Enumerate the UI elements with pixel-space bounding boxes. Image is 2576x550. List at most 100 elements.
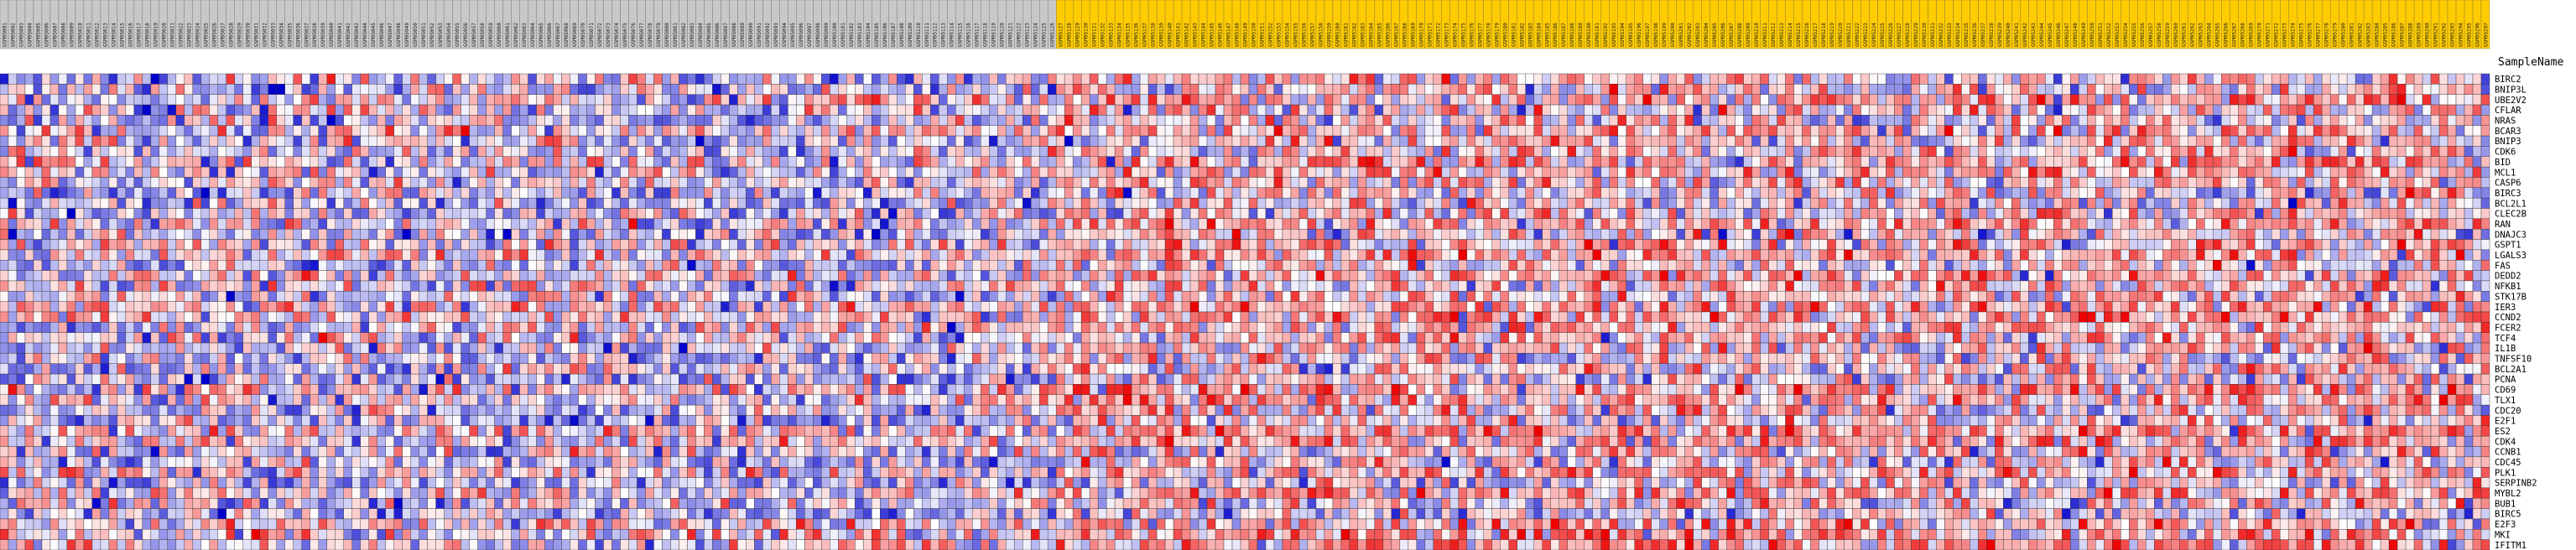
- heatmap-cell: [361, 74, 369, 84]
- heatmap-cell: [1098, 157, 1106, 167]
- heatmap-cell: [1434, 177, 1442, 187]
- column-label: GSM95059: [488, 23, 494, 47]
- heatmap-cell: [872, 115, 880, 125]
- column-label: GSM95242: [2022, 23, 2028, 47]
- heatmap-cell: [1593, 84, 1601, 94]
- heatmap-cell: [1526, 177, 1534, 187]
- heatmap-cell: [612, 105, 621, 115]
- heatmap-cell: [2079, 167, 2087, 177]
- heatmap-cell: [67, 177, 75, 187]
- heatmap-cell: [193, 219, 201, 229]
- heatmap-cell: [1232, 209, 1241, 219]
- heatmap-cell: [2448, 84, 2456, 94]
- heatmap-cell: [1886, 115, 1894, 125]
- heatmap-cell: [670, 95, 679, 105]
- heatmap-cell: [2305, 84, 2313, 94]
- heatmap-cell: [1517, 219, 1526, 229]
- heatmap-cell: [1769, 209, 1777, 219]
- heatmap-cell: [1266, 219, 1274, 229]
- heatmap-cell: [2280, 136, 2288, 146]
- column-label: GSM95286: [2391, 23, 2397, 47]
- heatmap-cell: [2112, 188, 2121, 198]
- heatmap-cell: [2280, 84, 2288, 94]
- heatmap-cell: [1961, 219, 1970, 229]
- heatmap-cell: [771, 146, 779, 156]
- heatmap-cell: [1953, 126, 1961, 136]
- heatmap-cell: [2121, 74, 2129, 84]
- heatmap-cell: [1316, 188, 1324, 198]
- heatmap-cell: [737, 177, 746, 187]
- heatmap-cell: [1408, 74, 1417, 84]
- heatmap-cell: [243, 84, 252, 94]
- heatmap-cell: [1274, 198, 1283, 208]
- heatmap-cell: [863, 167, 872, 177]
- heatmap-cell: [1308, 188, 1316, 198]
- heatmap-cell: [2204, 126, 2213, 136]
- heatmap-cell: [2313, 167, 2322, 177]
- heatmap-cell: [621, 219, 629, 229]
- heatmap-cell: [2053, 126, 2062, 136]
- heatmap-cell: [1475, 146, 1484, 156]
- heatmap-cell: [503, 74, 512, 84]
- heatmap-cell: [813, 84, 821, 94]
- heatmap-cell: [2339, 105, 2347, 115]
- heatmap-cell: [2087, 198, 2095, 208]
- heatmap-cell: [1626, 146, 1635, 156]
- heatmap-cell: [2171, 95, 2179, 105]
- heatmap-cell: [1232, 126, 1241, 136]
- heatmap-cell: [746, 188, 754, 198]
- heatmap-cell: [185, 146, 193, 156]
- heatmap-cell: [210, 95, 218, 105]
- heatmap-cell: [2372, 209, 2381, 219]
- heatmap-cell: [25, 95, 34, 105]
- heatmap-cell: [361, 105, 369, 115]
- heatmap-cell: [2104, 136, 2112, 146]
- heatmap-cell: [1902, 105, 1911, 115]
- heatmap-cell: [662, 146, 670, 156]
- heatmap-cell: [1207, 95, 1215, 105]
- heatmap-cell: [1039, 209, 1048, 219]
- heatmap-cell: [302, 209, 310, 219]
- heatmap-cell: [1585, 198, 1593, 208]
- heatmap-cell: [695, 115, 704, 125]
- heatmap-cell: [1249, 136, 1257, 146]
- heatmap-cell: [1324, 198, 1333, 208]
- heatmap-cell: [512, 177, 520, 187]
- heatmap-cell: [487, 209, 495, 219]
- heatmap-cell: [126, 136, 134, 146]
- heatmap-cell: [1257, 209, 1266, 219]
- heatmap-cell: [75, 157, 84, 167]
- column-label: GSM95130: [1084, 23, 1090, 47]
- heatmap-cell: [294, 126, 302, 136]
- heatmap-cell: [2112, 105, 2121, 115]
- heatmap-cell: [1006, 198, 1014, 208]
- heatmap-cell: [1123, 95, 1132, 105]
- heatmap-cell: [285, 84, 294, 94]
- heatmap-cell: [905, 84, 913, 94]
- heatmap-cell: [419, 209, 428, 219]
- heatmap-cell: [964, 105, 972, 115]
- heatmap-cell: [1475, 177, 1484, 187]
- heatmap-cell: [670, 157, 679, 167]
- heatmap-cell: [2079, 157, 2087, 167]
- heatmap-cell: [2230, 198, 2238, 208]
- heatmap-cell: [260, 105, 268, 115]
- heatmap-cell: [377, 177, 386, 187]
- heatmap-cell: [1618, 177, 1626, 187]
- heatmap-cell: [2364, 84, 2372, 94]
- heatmap-cell: [2146, 95, 2154, 105]
- heatmap-cell: [2070, 209, 2079, 219]
- heatmap-cell: [1710, 157, 1719, 167]
- column-label: GSM95125: [1042, 23, 1048, 47]
- heatmap-cell: [168, 126, 176, 136]
- heatmap-cell: [922, 136, 930, 146]
- heatmap-cell: [445, 177, 453, 187]
- heatmap-cell: [1585, 95, 1593, 105]
- heatmap-cell: [1425, 209, 1434, 219]
- heatmap-cell: [235, 198, 243, 208]
- heatmap-cell: [897, 105, 905, 115]
- heatmap-cell: [1207, 167, 1215, 177]
- heatmap-cell: [1400, 167, 1408, 177]
- heatmap-cell: [520, 146, 528, 156]
- heatmap-cell: [2263, 167, 2272, 177]
